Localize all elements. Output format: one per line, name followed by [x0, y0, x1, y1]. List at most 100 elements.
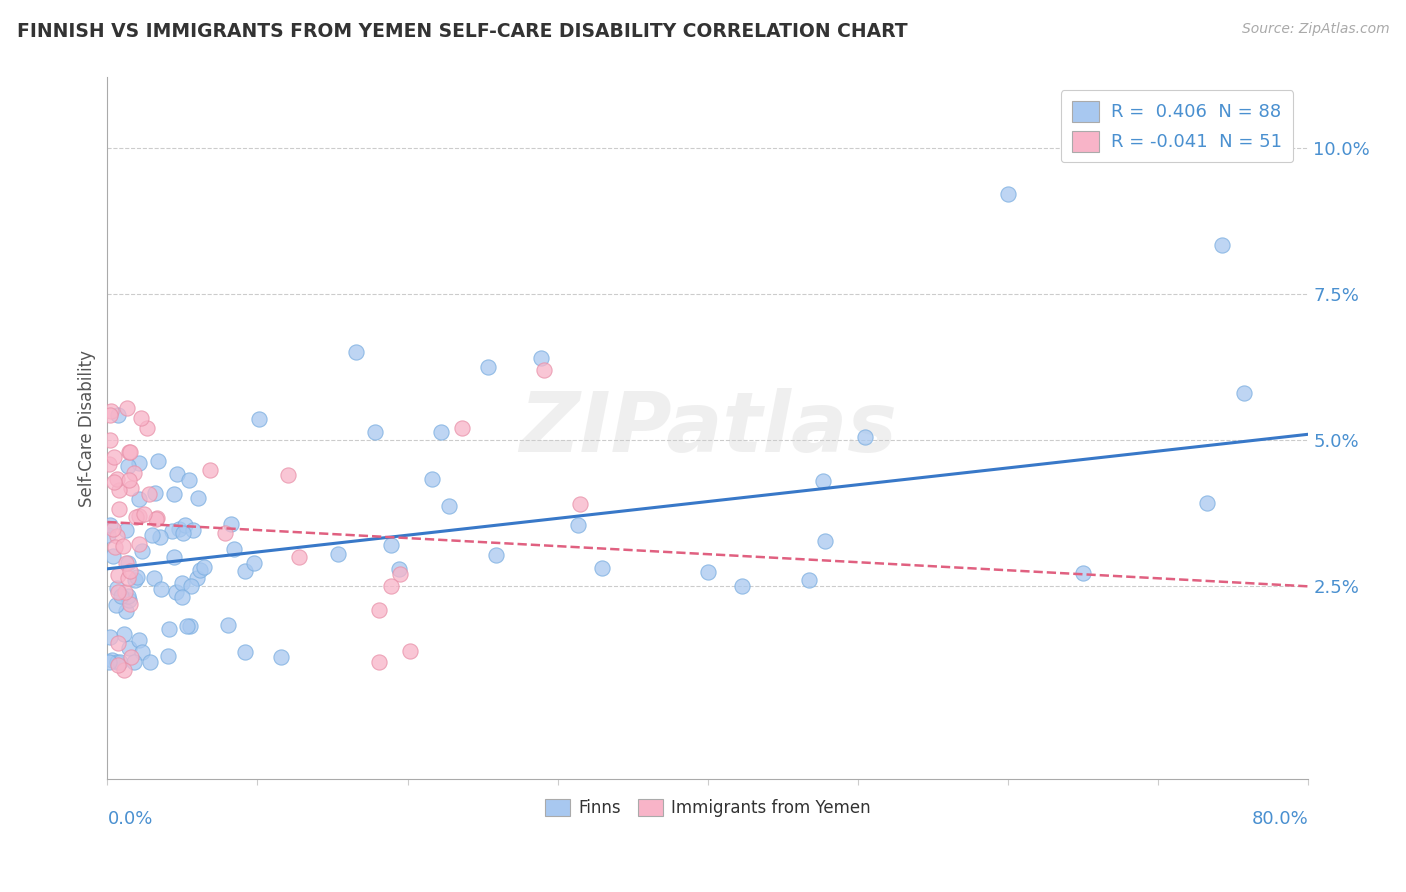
Point: [112, 627, 135, 641]
Point: [127, 570, 149, 584]
Point: [142, 571, 165, 585]
Point: [367, 603, 389, 617]
Point: [451, 421, 474, 435]
Point: [122, 467, 145, 481]
Point: [98, 630, 121, 644]
Text: 0.0%: 0.0%: [107, 810, 153, 828]
Point: [187, 491, 209, 505]
Point: [118, 445, 141, 459]
Point: [530, 351, 553, 366]
Point: [107, 636, 129, 650]
Point: [533, 363, 555, 377]
Point: [128, 537, 150, 551]
Point: [797, 573, 820, 587]
Point: [437, 499, 460, 513]
Point: [148, 529, 170, 543]
Point: [101, 522, 124, 536]
Point: [326, 547, 349, 561]
Point: [224, 541, 246, 556]
Point: [112, 664, 135, 678]
Point: [853, 430, 876, 444]
Point: [221, 516, 243, 531]
Point: [118, 592, 141, 607]
Point: [124, 574, 146, 588]
Point: [179, 619, 201, 633]
Point: [105, 581, 128, 595]
Point: [107, 567, 129, 582]
Point: [380, 538, 402, 552]
Point: [143, 486, 166, 500]
Point: [568, 497, 591, 511]
Point: [110, 589, 132, 603]
Point: [165, 584, 187, 599]
Point: [128, 492, 150, 507]
Point: [247, 412, 270, 426]
Point: [1211, 238, 1233, 252]
Point: [997, 187, 1019, 202]
Point: [146, 453, 169, 467]
Point: [117, 589, 139, 603]
Point: [696, 566, 718, 580]
Point: [141, 528, 163, 542]
Point: [243, 556, 266, 570]
Point: [380, 579, 402, 593]
Point: [149, 582, 172, 596]
Point: [344, 345, 367, 359]
Point: [193, 559, 215, 574]
Point: [179, 473, 201, 487]
Point: [233, 564, 256, 578]
Point: [420, 472, 443, 486]
Point: [128, 632, 150, 647]
Point: [100, 653, 122, 667]
Point: [117, 458, 139, 473]
Point: [591, 561, 613, 575]
Y-axis label: Self-Care Disability: Self-Care Disability: [79, 350, 96, 507]
Point: [110, 656, 132, 670]
Point: [166, 467, 188, 482]
Point: [108, 483, 131, 497]
Point: [814, 533, 837, 548]
Point: [811, 474, 834, 488]
Point: [118, 445, 141, 459]
Point: [131, 411, 153, 425]
Point: [118, 473, 141, 487]
Point: [138, 656, 160, 670]
Point: [287, 550, 309, 565]
Point: [270, 649, 292, 664]
Point: [132, 507, 155, 521]
Point: [98, 656, 121, 670]
Point: [277, 467, 299, 482]
Point: [128, 456, 150, 470]
Point: [217, 618, 239, 632]
Point: [181, 523, 204, 537]
Point: [107, 585, 129, 599]
Point: [1071, 566, 1094, 581]
Point: [233, 645, 256, 659]
Point: [115, 556, 138, 570]
Point: [107, 408, 129, 422]
Point: [364, 425, 387, 439]
Point: [105, 529, 128, 543]
Point: [135, 421, 157, 435]
Point: [170, 576, 193, 591]
Point: [112, 539, 135, 553]
Point: [398, 643, 420, 657]
Point: [145, 511, 167, 525]
Point: [731, 579, 754, 593]
Point: [388, 562, 411, 576]
Point: [103, 450, 125, 464]
Point: [131, 543, 153, 558]
Point: [430, 425, 453, 440]
Point: [368, 656, 391, 670]
Point: [163, 549, 186, 564]
Text: 80.0%: 80.0%: [1251, 810, 1309, 828]
Point: [104, 540, 127, 554]
Text: Source: ZipAtlas.com: Source: ZipAtlas.com: [1241, 22, 1389, 37]
Point: [117, 556, 139, 570]
Point: [105, 472, 128, 486]
Point: [105, 599, 128, 613]
Point: [567, 517, 589, 532]
Point: [131, 646, 153, 660]
Point: [103, 549, 125, 563]
Point: [160, 524, 183, 538]
